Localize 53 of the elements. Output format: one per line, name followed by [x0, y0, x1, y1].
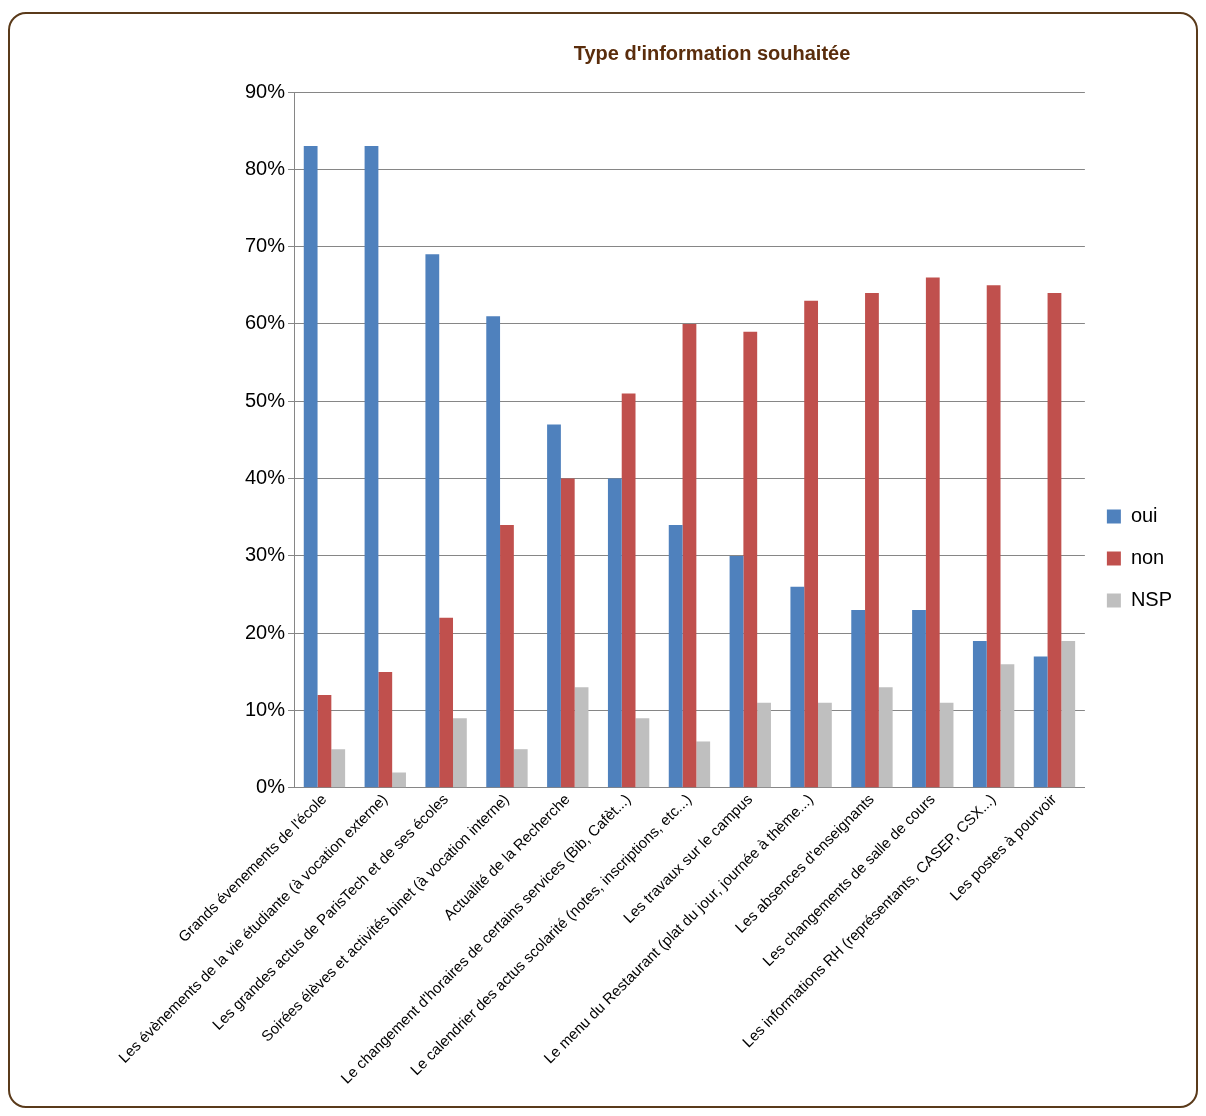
bar [500, 524, 514, 788]
bar [972, 640, 987, 788]
bar [486, 316, 501, 788]
legend-label: NSP [1130, 588, 1172, 611]
bar [378, 671, 393, 788]
bar [635, 718, 650, 788]
chart-title: Type d'information souhaitée [573, 41, 851, 64]
bar [986, 285, 1001, 788]
y-tick-label: 80% [245, 156, 286, 179]
bar [1000, 664, 1015, 788]
bar [425, 254, 440, 788]
bar [439, 617, 454, 788]
y-tick-label: 20% [245, 620, 286, 643]
y-tick-label: 30% [245, 543, 286, 566]
bar [939, 702, 954, 788]
bar [1047, 293, 1062, 788]
bar [547, 424, 561, 788]
bar [865, 293, 879, 788]
y-tick-label: 0% [256, 775, 286, 798]
bar [331, 749, 346, 788]
y-tick-label: 70% [245, 234, 286, 257]
bar [317, 695, 332, 788]
bar [303, 146, 318, 788]
bar [729, 555, 744, 788]
bar [818, 702, 832, 788]
bar [878, 687, 893, 788]
bar [757, 702, 771, 788]
bar [804, 300, 819, 788]
bar [682, 323, 697, 788]
bar [1061, 640, 1076, 788]
legend-label: oui [1130, 504, 1158, 527]
bar [851, 610, 866, 788]
bar [696, 741, 711, 788]
bar [1033, 656, 1048, 788]
y-tick-label: 10% [245, 698, 286, 721]
bar [668, 524, 683, 788]
bar [607, 478, 622, 788]
bar [453, 718, 467, 788]
bar [560, 478, 575, 788]
y-tick-label: 40% [245, 466, 286, 489]
bar [364, 146, 379, 788]
y-tick-label: 90% [245, 79, 286, 102]
bar [790, 586, 805, 788]
legend-label: non [1130, 546, 1165, 569]
y-tick-label: 50% [245, 388, 286, 411]
bar [392, 772, 406, 788]
bar [743, 331, 758, 788]
y-tick-label: 60% [245, 311, 286, 334]
bar [621, 393, 636, 788]
bar [912, 610, 926, 788]
bar [925, 277, 940, 788]
bar [574, 687, 589, 788]
bar [513, 749, 528, 788]
